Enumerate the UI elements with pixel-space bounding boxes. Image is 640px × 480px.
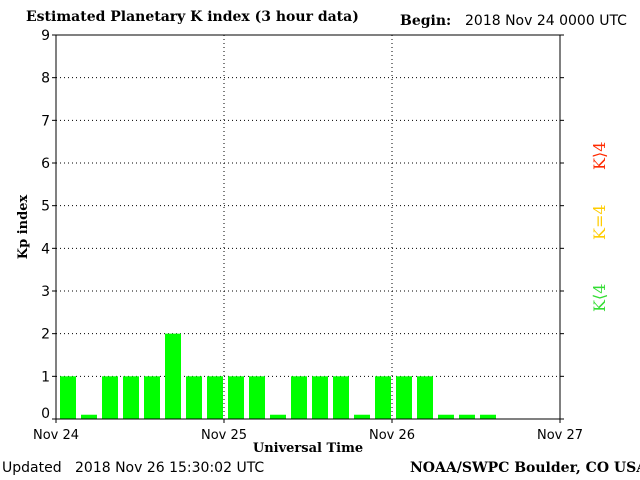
kp-bar	[144, 376, 160, 419]
kp-bar	[459, 414, 475, 419]
kp-bar	[186, 376, 202, 419]
kp-bar	[375, 376, 391, 419]
kp-bar	[60, 376, 76, 419]
y-tick-label: 0	[41, 406, 50, 422]
kp-bar	[123, 376, 139, 419]
kp-bar	[81, 414, 97, 419]
legend-mid: K=4	[590, 204, 609, 240]
y-tick-label: 9	[41, 28, 50, 44]
x-tick-label: Nov 25	[201, 428, 247, 443]
y-tick-label: 7	[41, 113, 50, 129]
kp-bar	[312, 376, 328, 419]
kp-bar	[228, 376, 244, 419]
y-tick-label: 2	[41, 327, 50, 343]
kp-bar	[333, 376, 349, 419]
begin-label: Begin:	[400, 13, 452, 29]
begin-value: 2018 Nov 24 0000 UTC	[465, 13, 627, 29]
kp-bar	[438, 414, 454, 419]
grid-lines	[56, 35, 560, 419]
y-tick-label: 5	[41, 199, 50, 215]
kp-bar	[396, 376, 412, 419]
y-tick-label: 8	[41, 71, 50, 87]
y-tick-label: 3	[41, 284, 50, 300]
x-axis-label: Universal Time	[253, 441, 363, 456]
kp-bar	[102, 376, 118, 419]
plot-frame	[55, 34, 561, 420]
kp-bar	[270, 414, 286, 419]
updated-value: 2018 Nov 26 15:30:02 UTC	[75, 460, 265, 476]
y-axis-label: Kp index	[16, 195, 31, 260]
x-axis: Nov 24 Nov 25 Nov 26 Nov 27	[33, 419, 583, 443]
y-tick-label: 6	[41, 156, 50, 172]
bars	[60, 333, 496, 419]
legend-low: K⟨4	[590, 283, 609, 312]
kp-bar	[354, 414, 370, 419]
kp-bar	[249, 376, 265, 419]
x-tick-label: Nov 27	[537, 428, 583, 443]
kp-bar	[207, 376, 223, 419]
kp-bar	[291, 376, 307, 419]
y-tick-label: 1	[41, 369, 50, 385]
kp-bar	[417, 376, 433, 419]
y-axis: 0 1 2 3 4 5 6 7 8 9	[41, 28, 564, 422]
updated-label: Updated	[2, 460, 62, 476]
kp-bar	[480, 414, 496, 419]
y-tick-label: 4	[41, 241, 50, 257]
kp-bar	[165, 333, 181, 419]
x-tick-label: Nov 24	[33, 428, 79, 443]
x-tick-label: Nov 26	[369, 428, 415, 443]
legend-high: K⟩4	[590, 141, 609, 170]
credit: NOAA/SWPC Boulder, CO USA	[410, 460, 640, 476]
chart-title: Estimated Planetary K index (3 hour data…	[26, 9, 359, 25]
